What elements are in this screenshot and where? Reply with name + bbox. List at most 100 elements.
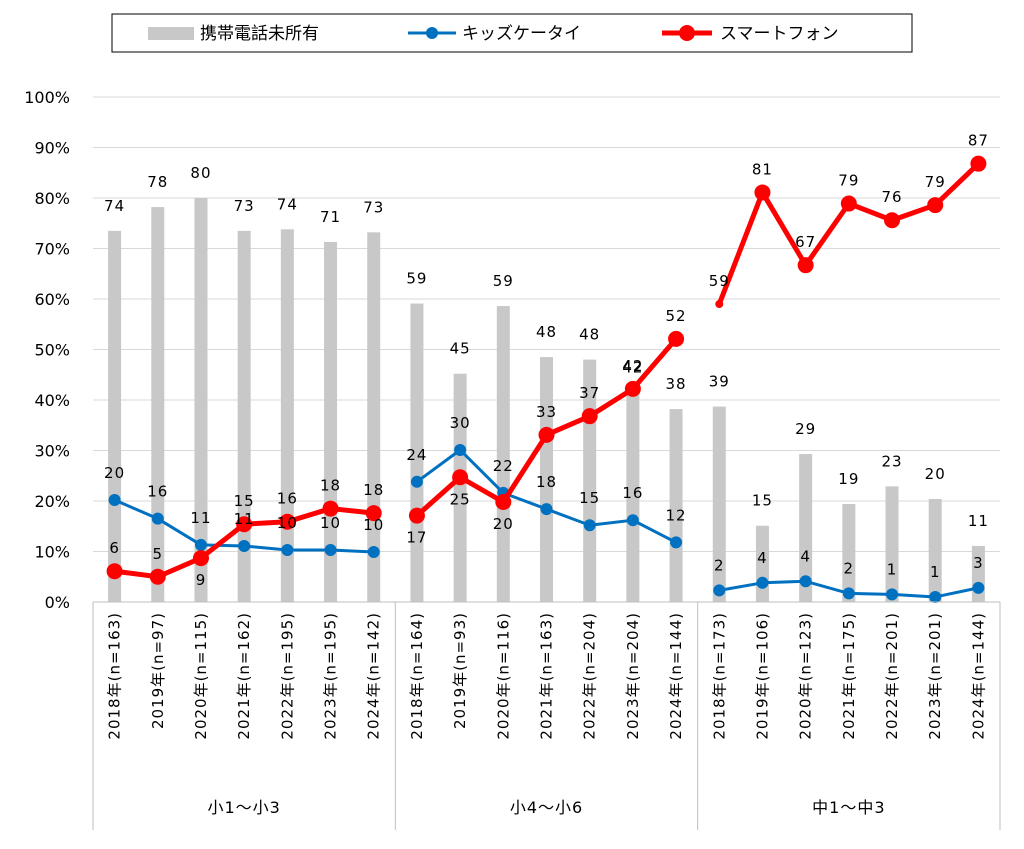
smartphone-value-label: 20: [493, 515, 514, 533]
bar-no-phone: [799, 454, 813, 602]
smartphone-value-label: 79: [838, 172, 859, 190]
smartphone-point: [322, 500, 339, 517]
kids-phone-value-label: 10: [363, 516, 384, 534]
no-phone-value-label: 48: [579, 326, 600, 344]
bar-no-phone: [885, 486, 899, 602]
kids-phone-point: [842, 587, 855, 600]
kids-phone-value-label: 11: [190, 509, 211, 527]
kids-phone-point: [410, 475, 423, 488]
smartphone-point: [236, 516, 253, 533]
smartphone-point: [927, 197, 944, 214]
y-tick-label: 100%: [24, 88, 70, 107]
smartphone-value-label: 15: [234, 492, 255, 510]
kids-phone-value-label: 2: [844, 559, 855, 577]
kids-phone-point: [194, 538, 207, 551]
smartphone-value-label: 37: [579, 384, 600, 402]
kids-phone-point: [626, 514, 639, 527]
smartphone-value-label: 67: [795, 233, 816, 251]
no-phone-value-label: 19: [838, 470, 859, 488]
kids-phone-point: [108, 493, 121, 506]
no-phone-value-label: 39: [709, 373, 730, 391]
kids-phone-point: [929, 590, 942, 603]
legend-label-none: 携帯電話未所有: [200, 24, 319, 44]
legend-label-smart: スマートフォン: [720, 24, 839, 44]
kids-phone-value-label: 30: [450, 414, 471, 432]
no-phone-value-label: 48: [536, 323, 557, 341]
x-category-label: 2022年(n=204): [581, 612, 599, 740]
no-phone-value-label: 59: [406, 270, 427, 288]
kids-phone-point: [238, 539, 251, 552]
x-category-label: 2020年(n=115): [192, 612, 210, 740]
smartphone-value-label: 87: [968, 132, 989, 150]
smartphone-value-label: 16: [277, 490, 298, 508]
y-axis-ticks: 0% 10% 20% 30% 40% 50% 60% 70% 80% 90% 100%: [24, 88, 70, 612]
kids-phone-value-label: 11: [234, 510, 255, 528]
smartphone-point: [149, 568, 166, 585]
kids-phone-point: [151, 512, 164, 525]
kids-phone-point: [583, 519, 596, 532]
y-tick-label: 10%: [34, 543, 70, 562]
bar-no-phone: [453, 373, 467, 602]
smartphone-point: [797, 257, 814, 274]
smartphone-point: [754, 184, 771, 201]
x-category-label: 2020年(n=123): [797, 612, 815, 740]
smartphone-value-label: 52: [666, 307, 687, 325]
bar-no-phone: [540, 357, 553, 602]
y-tick-label: 80%: [34, 189, 70, 208]
bar-no-phone: [712, 406, 726, 602]
legend-box: [111, 13, 913, 53]
no-phone-value-label: 78: [147, 173, 168, 191]
kids-phone-value-label: 12: [666, 506, 687, 524]
no-phone-value-label: 20: [925, 465, 946, 483]
lines: [106, 155, 987, 603]
kids-phone-value-label: 2: [714, 556, 725, 574]
smartphone-point: [452, 469, 469, 486]
kids-phone-point: [799, 575, 812, 588]
smartphone-point: [192, 550, 209, 567]
x-category-label: 2021年(n=175): [840, 612, 858, 740]
x-category-label: 2024年(n=142): [365, 612, 383, 740]
smartphone-value-label: 25: [450, 490, 471, 508]
x-category-label: 2018年(n=173): [710, 612, 728, 740]
kids-phone-value-label: 22: [493, 457, 514, 475]
bar-no-phone: [237, 230, 251, 602]
kids-phone-value-label: 1: [887, 560, 898, 578]
smartphone-value-label: 5: [153, 545, 164, 563]
no-phone-value-label: 38: [666, 375, 687, 393]
no-phone-value-label: 73: [363, 198, 384, 216]
smartphone-point: [408, 507, 425, 524]
smartphone-value-label: 81: [752, 160, 773, 178]
kids-phone-value-label: 20: [104, 464, 125, 482]
no-phone-value-label: 59: [493, 272, 514, 290]
y-tick-label: 30%: [34, 442, 70, 461]
no-phone-value-label: 42: [622, 358, 643, 376]
bar-no-phone: [928, 498, 942, 602]
x-category-label: 2020年(n=116): [494, 612, 512, 740]
smartphone-value-label: 42: [622, 357, 643, 375]
kids-phone-value-label: 15: [579, 489, 600, 507]
smartphone-value-label: 76: [881, 188, 902, 206]
x-category-label: 2021年(n=163): [538, 612, 556, 740]
kids-phone-value-label: 3: [973, 554, 984, 572]
smartphone-value-label: 18: [320, 477, 341, 495]
no-phone-value-label: 74: [277, 195, 298, 213]
x-category-label: 2018年(n=164): [408, 612, 426, 740]
smartphone-point: [624, 380, 641, 397]
kids-phone-point: [670, 536, 683, 549]
legend: 携帯電話未所有 キッズケータイ スマートフォン: [111, 13, 913, 53]
x-category-label: 2024年(n=144): [969, 612, 987, 740]
smartphone-value-label: 33: [536, 403, 557, 421]
y-tick-label: 70%: [34, 240, 70, 259]
kids-phone-point: [540, 503, 553, 516]
smartphone-value-label: 6: [109, 539, 120, 557]
bar-no-phone: [194, 198, 208, 602]
kids-phone-point: [972, 581, 985, 594]
bar-no-phone: [669, 409, 683, 602]
kids-phone-value-label: 10: [320, 514, 341, 532]
bar-no-phone: [410, 303, 424, 602]
smartphone-point: [495, 494, 512, 511]
no-phone-value-label: 74: [104, 197, 125, 215]
group-label: 小1〜小3: [207, 798, 280, 817]
smartphone-point: [279, 513, 296, 530]
